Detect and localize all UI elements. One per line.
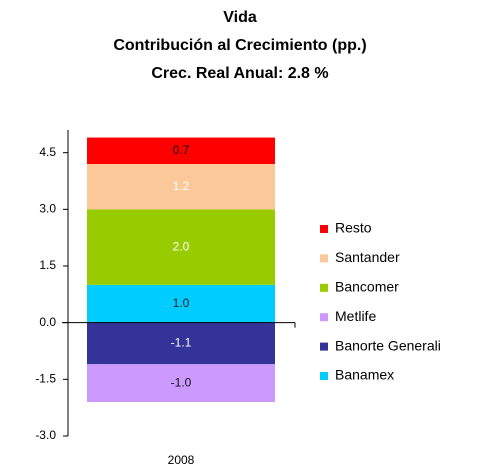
legend-label: Banorte Generali bbox=[335, 337, 441, 353]
bar-segment bbox=[87, 164, 275, 210]
legend-label: Bancomer bbox=[335, 279, 399, 295]
bar-segment bbox=[87, 209, 275, 285]
legend-swatch bbox=[320, 254, 328, 263]
legend-label: Resto bbox=[335, 220, 372, 236]
y-tick-label: 3.0 bbox=[39, 202, 56, 216]
data-label: 1.0 bbox=[173, 296, 190, 310]
legend-swatch bbox=[320, 225, 328, 233]
bar-segment bbox=[87, 364, 275, 402]
legend-label: Santander bbox=[335, 249, 400, 265]
data-label: 1.2 bbox=[173, 179, 190, 193]
data-label: 0.7 bbox=[173, 143, 190, 157]
annotation: Crec. Real Anual: 2.8 % bbox=[151, 65, 328, 82]
y-tick-label: 0.0 bbox=[39, 315, 56, 329]
bar-segment bbox=[87, 322, 275, 365]
y-tick-label: 4.5 bbox=[39, 145, 56, 159]
legend-swatch bbox=[320, 372, 328, 380]
bar-segment bbox=[87, 137, 275, 164]
data-label: -1.1 bbox=[171, 336, 192, 350]
legend-label: Banamex bbox=[335, 367, 394, 383]
y-tick-label: 1.5 bbox=[39, 258, 56, 272]
legend-swatch bbox=[320, 283, 328, 292]
y-tick-label: -3.0 bbox=[35, 428, 56, 442]
data-label: -1.0 bbox=[171, 375, 192, 389]
x-tick-label: 2008 bbox=[168, 453, 195, 464]
chart-subtitle: Contribución al Crecimiento (pp.) bbox=[113, 37, 366, 54]
data-label: 2.0 bbox=[173, 239, 190, 253]
chart-title: Vida bbox=[223, 9, 257, 26]
legend-label: Metlife bbox=[335, 308, 376, 324]
legend-swatch bbox=[320, 342, 328, 351]
y-tick-label: -1.5 bbox=[35, 372, 56, 386]
bar-segment bbox=[87, 284, 275, 323]
legend-swatch bbox=[320, 313, 328, 322]
